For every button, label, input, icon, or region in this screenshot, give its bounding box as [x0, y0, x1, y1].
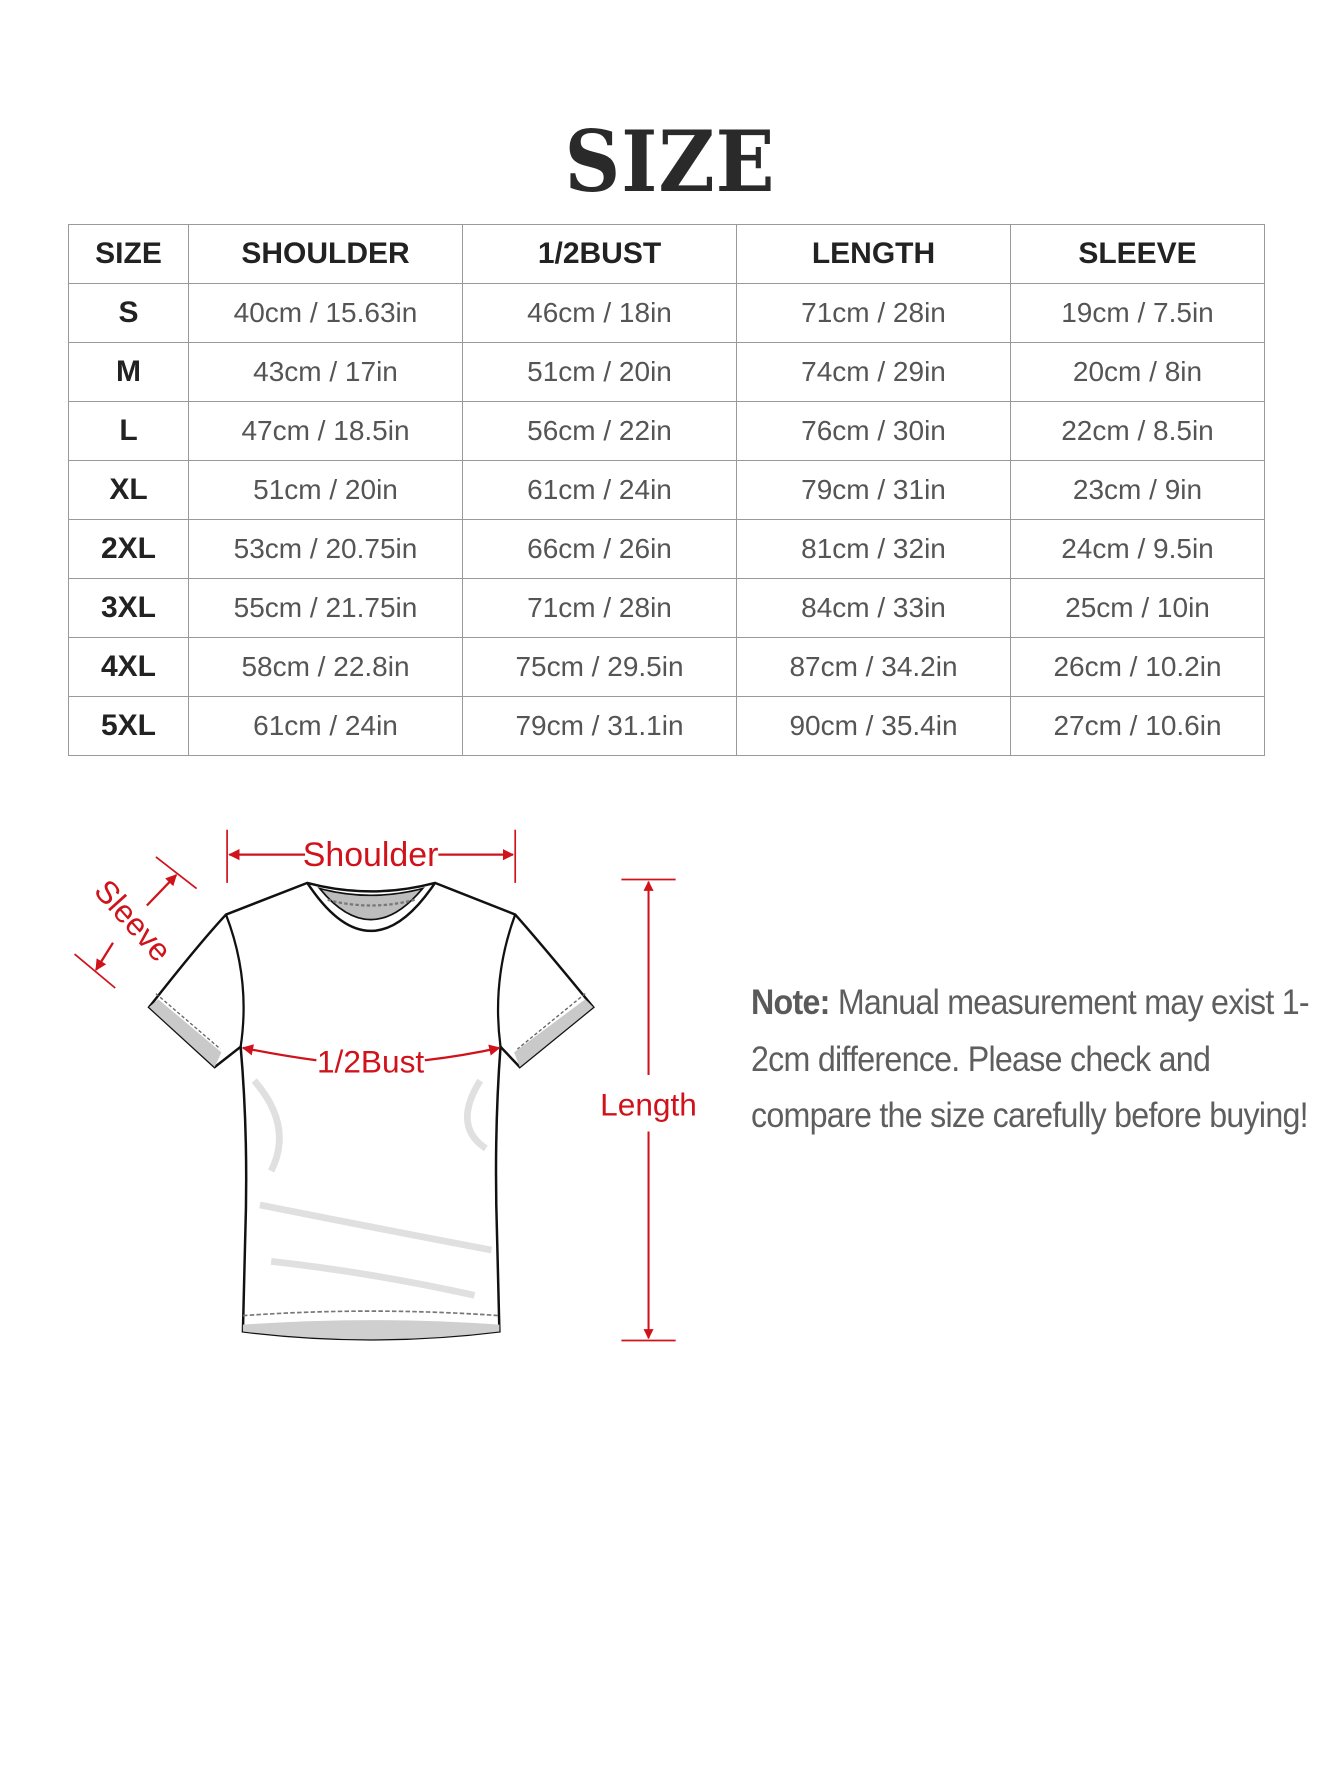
measurement-cell: 55cm / 21.75in [188, 578, 463, 638]
measurement-cell: 27cm / 10.6in [1010, 696, 1265, 756]
bust-label: 1/2Bust [317, 1044, 424, 1080]
bust-measure: 1/2Bust [241, 1044, 501, 1080]
measurement-cell: 71cm / 28in [462, 578, 737, 638]
length-measure: Length [600, 878, 697, 1342]
column-header-1-2bust: 1/2BUST [462, 224, 737, 284]
table-row: 2XL 53cm / 20.75in 66cm / 26in 81cm / 32in 2… [68, 519, 1265, 579]
measurement-cell: 20cm / 8in [1010, 342, 1265, 402]
size-cell: S [68, 283, 189, 343]
measurement-cell: 47cm / 18.5in [188, 401, 463, 461]
measurement-cell: 76cm / 30in [736, 401, 1011, 461]
measurement-cell: 23cm / 9in [1010, 460, 1265, 520]
measurement-cell: 51cm / 20in [188, 460, 463, 520]
measurement-cell: 40cm / 15.63in [188, 283, 463, 343]
measurement-cell: 81cm / 32in [736, 519, 1011, 579]
table-row: 5XL 61cm / 24in 79cm / 31.1in 90cm / 35.4in… [68, 696, 1265, 756]
measurement-cell: 61cm / 24in [188, 696, 463, 756]
column-header-size: SIZE [68, 224, 189, 284]
note-text: Manual measurement may exist 1-2cm diffe… [751, 983, 1310, 1135]
size-cell: M [68, 342, 189, 402]
column-header-length: LENGTH [736, 224, 1011, 284]
measurement-cell: 24cm / 9.5in [1010, 519, 1265, 579]
shoulder-label: Shoulder [303, 836, 439, 874]
measurement-cell: 79cm / 31in [736, 460, 1011, 520]
size-cell: 4XL [68, 637, 189, 697]
tshirt-icon [147, 881, 595, 1341]
measurement-note: Note: Manual measurement may exist 1-2cm… [751, 975, 1312, 1145]
column-header-sleeve: SLEEVE [1010, 224, 1265, 284]
note-label: Note: [751, 983, 830, 1022]
measurement-cell: 19cm / 7.5in [1010, 283, 1265, 343]
size-cell: 2XL [68, 519, 189, 579]
measurement-cell: 56cm / 22in [462, 401, 737, 461]
table-row: XL 51cm / 20in 61cm / 24in 79cm / 31in 23cm … [68, 460, 1265, 520]
measurement-cell: 74cm / 29in [736, 342, 1011, 402]
measurement-cell: 51cm / 20in [462, 342, 737, 402]
measurement-cell: 79cm / 31.1in [462, 696, 737, 756]
table-row: M 43cm / 17in 51cm / 20in 74cm / 29in 20cm /… [68, 342, 1265, 402]
measurement-cell: 90cm / 35.4in [736, 696, 1011, 756]
measurement-cell: 61cm / 24in [462, 460, 737, 520]
size-cell: L [68, 401, 189, 461]
size-table: SIZE SHOULDER 1/2BUST LENGTH SLEEVE S 40cm / … [68, 224, 1265, 756]
table-header-row: SIZE SHOULDER 1/2BUST LENGTH SLEEVE [68, 224, 1265, 284]
table-row: 3XL 55cm / 21.75in 71cm / 28in 84cm / 33in 2… [68, 578, 1265, 638]
shoulder-measure: Shoulder [226, 829, 517, 883]
table-row: S 40cm / 15.63in 46cm / 18in 71cm / 28in 19c… [68, 283, 1265, 343]
size-cell: 5XL [68, 696, 189, 756]
measurement-cell: 26cm / 10.2in [1010, 637, 1265, 697]
length-label: Length [600, 1087, 697, 1123]
measurement-cell: 75cm / 29.5in [462, 637, 737, 697]
measurement-cell: 43cm / 17in [188, 342, 463, 402]
sleeve-measure: Sleeve [74, 856, 198, 989]
measurement-cell: 25cm / 10in [1010, 578, 1265, 638]
measurement-cell: 46cm / 18in [462, 283, 737, 343]
size-cell: 3XL [68, 578, 189, 638]
table-row: L 47cm / 18.5in 56cm / 22in 76cm / 30in 22cm… [68, 401, 1265, 461]
measurement-cell: 84cm / 33in [736, 578, 1011, 638]
page-title: SIZE [564, 112, 776, 211]
measurement-cell: 66cm / 26in [462, 519, 737, 579]
measurement-cell: 58cm / 22.8in [188, 637, 463, 697]
measurement-cell: 53cm / 20.75in [188, 519, 463, 579]
measurement-cell: 22cm / 8.5in [1010, 401, 1265, 461]
